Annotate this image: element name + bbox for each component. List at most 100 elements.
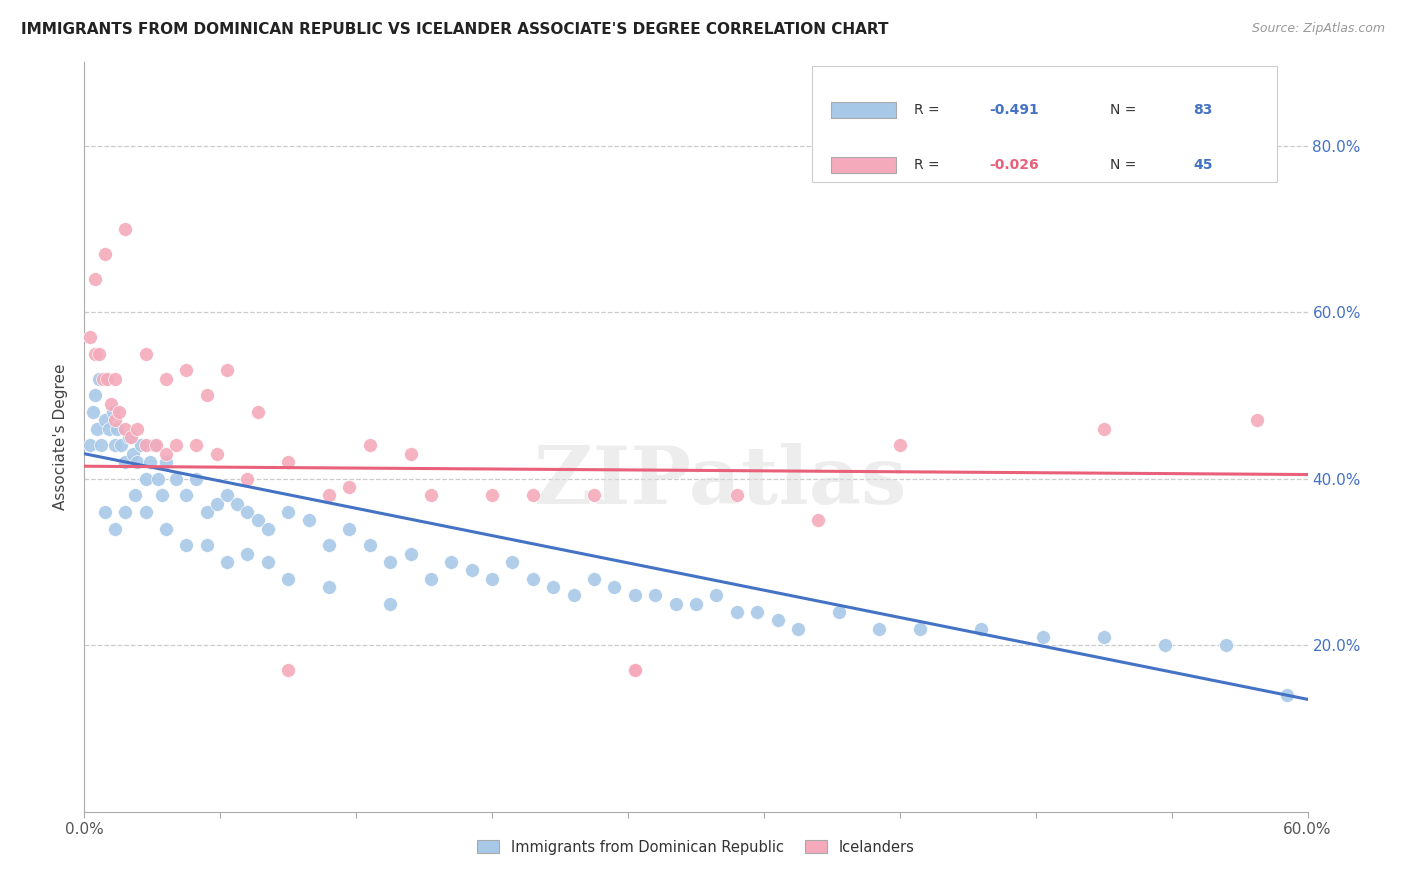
Point [399,547,422,561]
Point [257,522,280,536]
Point [93,505,115,519]
Point [114,505,136,519]
Point [1092,630,1115,644]
Point [481,488,503,502]
Text: IMMIGRANTS FROM DOMINICAN REPUBLIC VS ICELANDER ASSOCIATE'S DEGREE CORRELATION C: IMMIGRANTS FROM DOMINICAN REPUBLIC VS IC… [21,22,889,37]
Point [236,547,259,561]
Point [1032,630,1054,644]
Point [131,438,153,452]
Point [380,597,402,611]
Point [87,372,110,386]
Point [420,572,443,586]
Point [236,505,259,519]
Point [246,513,269,527]
Point [186,438,208,452]
Point [104,413,127,427]
Point [104,372,127,386]
Point [502,555,524,569]
Text: Source: ZipAtlas.com: Source: ZipAtlas.com [1251,22,1385,36]
Point [135,438,157,452]
Point [399,447,422,461]
Point [127,422,149,436]
Point [83,347,105,361]
Point [339,522,361,536]
Point [807,513,830,527]
Point [174,538,197,552]
Point [236,472,259,486]
Point [114,455,136,469]
Point [318,580,340,594]
Point [122,447,145,461]
Point [910,622,932,636]
Point [725,605,748,619]
Point [86,422,108,436]
Point [135,347,157,361]
Point [766,613,789,627]
Point [165,438,187,452]
Point [1092,422,1115,436]
Point [217,555,239,569]
Point [155,455,177,469]
Point [1246,413,1268,427]
Point [93,247,115,261]
Point [246,405,269,419]
Point [583,572,606,586]
Point [96,372,118,386]
Point [195,505,218,519]
Point [127,455,149,469]
Point [135,505,157,519]
Point [359,538,381,552]
Point [104,438,127,452]
Point [205,447,228,461]
Point [90,438,112,452]
Point [124,488,146,502]
Point [277,663,299,677]
Point [205,497,228,511]
Point [869,622,891,636]
Point [83,272,105,286]
Point [318,538,340,552]
Point [217,363,239,377]
Point [217,488,239,502]
Text: ZIPatlas: ZIPatlas [534,443,907,521]
Point [108,405,131,419]
Point [1215,638,1237,652]
Point [624,588,647,602]
Point [257,555,280,569]
Point [165,472,187,486]
Point [114,422,136,436]
Legend: Immigrants from Dominican Republic, Icelanders: Immigrants from Dominican Republic, Icel… [471,834,921,861]
Point [970,622,993,636]
Point [461,563,484,577]
Point [145,438,167,452]
Point [706,588,728,602]
Point [644,588,666,602]
Point [583,488,606,502]
Point [79,330,101,344]
Point [440,555,463,569]
Point [79,438,101,452]
Point [87,347,110,361]
Point [1277,688,1299,702]
Point [97,422,120,436]
Point [135,472,157,486]
Point [562,588,585,602]
Point [1154,638,1177,652]
Point [118,430,141,444]
Point [82,405,104,419]
Point [195,538,218,552]
Point [93,413,115,427]
Point [420,488,443,502]
Point [665,597,688,611]
Point [101,405,124,419]
Point [277,572,299,586]
Point [725,488,748,502]
Point [83,388,105,402]
Point [155,522,177,536]
Point [603,580,626,594]
Point [522,488,544,502]
Point [150,488,173,502]
Point [298,513,321,527]
Point [828,605,851,619]
Point [787,622,810,636]
